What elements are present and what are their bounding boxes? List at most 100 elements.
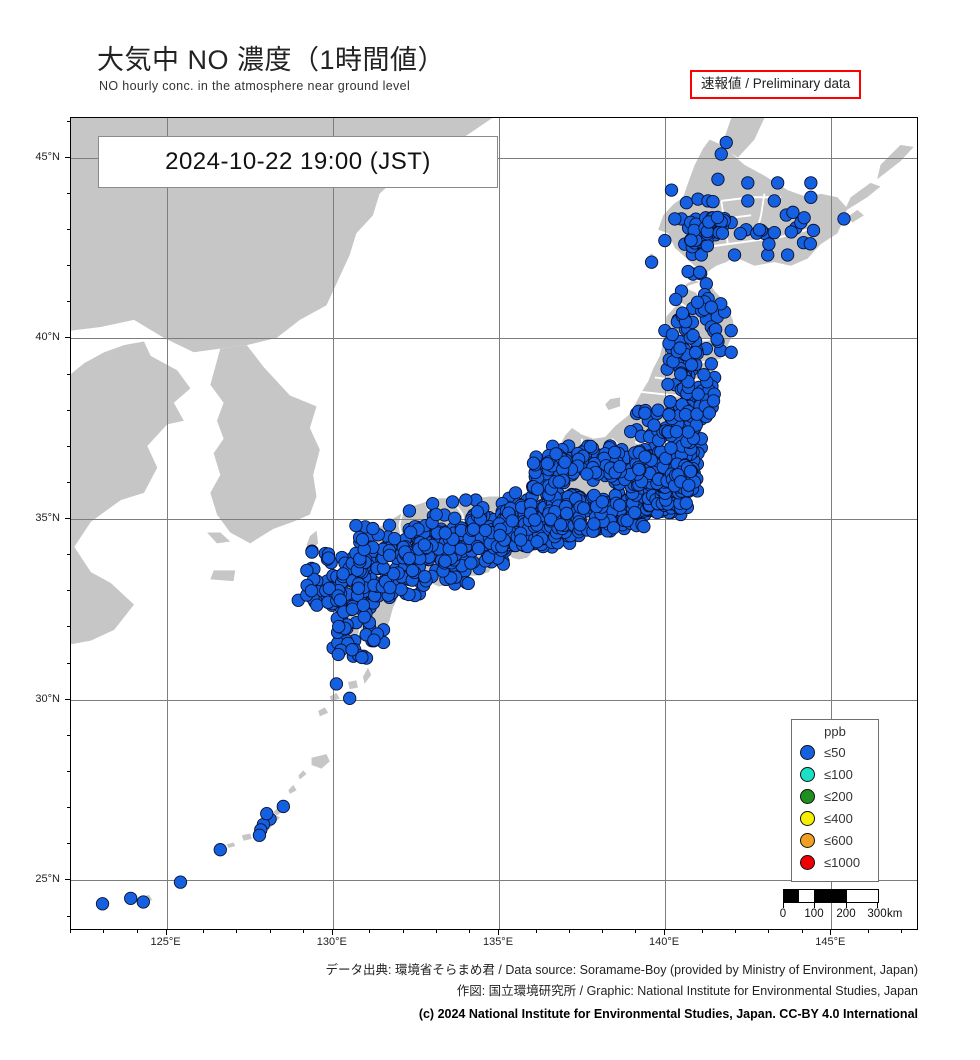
station-dot: [505, 514, 519, 528]
station-dot: [540, 457, 554, 471]
station-dot: [681, 264, 695, 279]
legend-item-3: ≤400: [792, 807, 878, 829]
legend: ppb ≤50 ≤100 ≤200 ≤400 ≤600 ≤1000: [791, 719, 879, 882]
station-dot: [329, 677, 344, 691]
ytick-25: [65, 879, 70, 881]
station-dot: [322, 581, 336, 595]
station-dot: [632, 462, 646, 477]
gridline-lat-25: [71, 880, 917, 882]
station-dot: [674, 367, 688, 381]
station-dot: [549, 447, 563, 461]
ylabel-30: 30°N: [35, 692, 60, 705]
station-dot: [683, 464, 698, 479]
station-dot: [95, 897, 110, 911]
station-dot: [595, 495, 609, 509]
station-dot: [664, 183, 679, 197]
ytick-minor: [67, 626, 70, 628]
xtick-minor: [735, 930, 737, 933]
ytick-minor: [67, 771, 70, 772]
station-dot: [402, 551, 416, 566]
ytick-35: [65, 517, 70, 519]
station-dot: [710, 210, 725, 225]
station-dot: [558, 455, 572, 469]
station-dot: [386, 567, 401, 581]
legend-rows: ≤50 ≤100 ≤200 ≤400 ≤600 ≤1000: [792, 741, 878, 873]
station-dot: [355, 650, 369, 665]
station-dot: [724, 345, 738, 359]
xtick-minor: [269, 930, 271, 933]
scale-bar-ticks: [783, 903, 879, 908]
station-dot: [464, 556, 478, 570]
xtick-minor: [535, 930, 537, 933]
station-dot: [438, 554, 452, 568]
xtick-minor: [602, 930, 604, 933]
station-dot: [252, 828, 267, 842]
station-dot: [786, 205, 800, 219]
station-dot: [613, 459, 627, 474]
station-dot: [417, 538, 432, 552]
station-dot: [418, 569, 432, 584]
station-dot: [471, 541, 486, 556]
station-dot: [403, 525, 418, 539]
station-dot: [356, 598, 371, 612]
station-dot: [351, 581, 366, 595]
ytick-40: [65, 337, 70, 339]
station-dot: [470, 505, 485, 519]
station-dot: [679, 496, 693, 510]
station-dot: [260, 807, 274, 821]
xtick-minor: [901, 930, 903, 933]
ytick-45: [65, 156, 70, 158]
station-dot: [576, 501, 591, 515]
station-dot: [697, 368, 711, 382]
ytick-minor: [67, 590, 70, 592]
station-dot: [573, 518, 587, 532]
station-dot: [333, 593, 347, 607]
ylabel-25: 25°N: [35, 873, 60, 886]
scale-bar-labels: 0 100 200 300 km: [775, 908, 915, 924]
station-dot: [638, 406, 652, 420]
gridline-lat-30: [71, 699, 917, 701]
station-dot: [438, 526, 452, 540]
station-dot: [681, 425, 695, 439]
station-dot: [461, 576, 475, 591]
ytick-minor: [67, 265, 70, 267]
legend-item-label: ≤1000: [824, 854, 861, 870]
xtick-minor: [136, 930, 138, 933]
station-dot: [466, 522, 481, 536]
station-dot: [478, 523, 493, 538]
footer-graphic-credit: 作図: 国立環境研究所 / Graphic: National Institut…: [456, 984, 918, 998]
ytick-minor: [67, 409, 70, 411]
legend-item-2: ≤200: [792, 785, 878, 807]
station-dot: [767, 225, 781, 240]
station-dot: [331, 647, 345, 662]
ytick-minor: [67, 301, 70, 303]
station-dot: [405, 563, 420, 578]
xlabel-135: 135°E: [482, 936, 514, 948]
station-dot: [661, 377, 675, 392]
station-dot: [711, 172, 725, 186]
xtick-125: [165, 930, 167, 935]
page-subtitle: NO hourly conc. in the atmosphere near g…: [99, 79, 411, 93]
legend-item-label: ≤400: [824, 810, 853, 826]
station-dot: [345, 643, 359, 657]
station-dot: [355, 532, 370, 547]
scale-tick-label-100: 100: [804, 908, 824, 920]
station-dot: [741, 194, 755, 208]
ytick-minor: [67, 373, 70, 375]
legend-swatch-icon: [800, 810, 815, 826]
ytick-minor: [67, 915, 70, 917]
scale-bar: [783, 889, 879, 903]
station-dot: [387, 532, 402, 546]
xtick-minor: [635, 930, 637, 933]
station-dot: [837, 212, 851, 226]
station-dot: [673, 341, 687, 355]
ytick-minor: [67, 734, 70, 736]
station-dot: [714, 147, 728, 161]
station-dot: [628, 505, 642, 520]
xtick-minor: [768, 930, 770, 933]
station-dot: [136, 895, 150, 909]
legend-swatch-icon: [800, 744, 815, 760]
xtick-minor: [568, 930, 570, 933]
station-dot: [637, 519, 651, 534]
preliminary-data-badge: 速報値 / Preliminary data: [690, 70, 862, 99]
